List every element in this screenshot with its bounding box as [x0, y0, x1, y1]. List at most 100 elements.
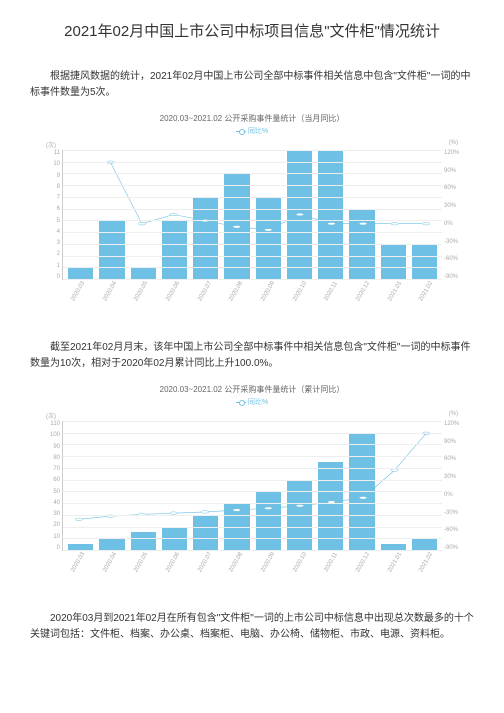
chart-2-title: 2020.03~2021.02 公开采购事件量统计（累计同比）: [30, 384, 474, 395]
bar: [131, 267, 156, 279]
chart-2-xaxis: 2020.032020.042020.052020.062020.072020.…: [62, 553, 442, 581]
y-tick: 0: [38, 274, 60, 280]
bar: [99, 220, 124, 279]
x-label: 2021.02: [416, 276, 456, 317]
grid-line: [63, 197, 442, 198]
paragraph-1: 根据捷风数据的统计，2021年02月中国上市公司全部中标事件相关信息中包含"文件…: [30, 69, 474, 101]
chart-1-legend: 同比%: [30, 126, 474, 136]
y-tick: 60%: [444, 185, 466, 191]
chart-2-yunit-left: (次): [46, 411, 56, 420]
grid-line: [63, 538, 442, 539]
chart-1-yaxis-right: 120%90%60%30%0%-30%-60%-90%: [444, 150, 466, 280]
paragraph-3: 2020年03月到2021年02月在所有包含"文件柜"一词的上市公司中标信息中出…: [30, 611, 474, 643]
y-tick: 11: [38, 150, 60, 156]
grid-line: [63, 491, 442, 492]
y-tick: 60: [38, 477, 60, 483]
legend-line-icon: [236, 131, 246, 132]
grid-line: [63, 209, 442, 210]
y-tick: 7: [38, 195, 60, 201]
x-label: 2020.06: [163, 547, 203, 588]
bar: [193, 515, 218, 550]
grid-line: [63, 173, 442, 174]
chart-1-area: (次) (%) 11109876543210 120%90%60%30%0%-3…: [38, 140, 466, 310]
bar: [131, 532, 156, 550]
y-tick: -30%: [444, 239, 466, 245]
bar: [287, 150, 312, 279]
y-tick: 9: [38, 173, 60, 179]
y-tick: 6: [38, 206, 60, 212]
y-tick: 10: [38, 534, 60, 540]
y-tick: 70: [38, 466, 60, 472]
chart-1-plot: [62, 150, 442, 280]
y-tick: 100: [38, 432, 60, 438]
chart-1-bars: [63, 150, 442, 279]
y-tick: 120%: [444, 150, 466, 156]
bar: [318, 462, 343, 550]
bar: [412, 244, 437, 279]
y-tick: 8: [38, 184, 60, 190]
y-tick: 5: [38, 218, 60, 224]
grid-line: [63, 468, 442, 469]
grid-line: [63, 244, 442, 245]
x-label: 2020.12: [353, 276, 393, 317]
x-label: 2020.09: [258, 276, 298, 317]
page-title: 2021年02月中国上市公司中标项目信息"文件柜"情况统计: [30, 20, 474, 41]
grid-line: [63, 150, 442, 151]
y-tick: 50: [38, 489, 60, 495]
y-tick: 3: [38, 240, 60, 246]
chart-1: 2020.03~2021.02 公开采购事件量统计（当月同比） 同比% (次) …: [30, 113, 474, 310]
y-tick: 0%: [444, 221, 466, 227]
grid-line: [63, 515, 442, 516]
y-tick: 110: [38, 421, 60, 427]
chart-2-legend: 同比%: [30, 397, 474, 407]
x-label: 2020.03: [68, 547, 108, 588]
chart-2: 2020.03~2021.02 公开采购事件量统计（累计同比） 同比% (次) …: [30, 384, 474, 581]
grid-line: [63, 232, 442, 233]
y-tick: 90: [38, 444, 60, 450]
bar: [318, 150, 343, 279]
y-tick: 30%: [444, 474, 466, 480]
y-tick: 2: [38, 251, 60, 257]
bar: [99, 538, 124, 550]
x-label: 2020.12: [353, 547, 393, 588]
chart-2-bars: [63, 421, 442, 550]
bar: [162, 220, 187, 279]
bar: [256, 491, 281, 550]
bar: [68, 267, 93, 279]
chart-2-yunit-right: (%): [449, 411, 458, 417]
y-tick: 30: [38, 511, 60, 517]
y-tick: 20: [38, 522, 60, 528]
bar: [381, 244, 406, 279]
x-label: 2020.06: [163, 276, 203, 317]
y-tick: 1: [38, 263, 60, 269]
chart-2-yaxis-right: 120%90%60%30%0%-30%-60%-90%: [444, 421, 466, 551]
chart-1-yaxis-left: 11109876543210: [38, 150, 60, 280]
grid-line: [63, 433, 442, 434]
grid-line: [63, 162, 442, 163]
grid-line: [63, 527, 442, 528]
chart-1-legend-label: 同比%: [248, 128, 268, 135]
grid-line: [63, 256, 442, 257]
grid-line: [63, 444, 442, 445]
chart-2-yaxis-left: 1101009080706050403020100: [38, 421, 60, 551]
grid-line: [63, 185, 442, 186]
y-tick: -30%: [444, 510, 466, 516]
y-tick: 4: [38, 229, 60, 235]
x-label: 2020.03: [68, 276, 108, 317]
bar: [224, 173, 249, 279]
y-tick: -90%: [444, 545, 466, 551]
y-tick: 30%: [444, 203, 466, 209]
chart-1-xaxis: 2020.032020.042020.052020.062020.072020.…: [62, 282, 442, 310]
grid-line: [63, 503, 442, 504]
paragraph-2: 截至2021年02月月末，该年中国上市公司全部中标事件中相关信息包含"文件柜"一…: [30, 340, 474, 372]
grid-line: [63, 480, 442, 481]
y-tick: 90%: [444, 168, 466, 174]
y-tick: 0: [38, 545, 60, 551]
grid-line: [63, 456, 442, 457]
grid-line: [63, 267, 442, 268]
chart-1-yunit-right: (%): [449, 140, 458, 146]
y-tick: 40: [38, 500, 60, 506]
chart-1-yunit-left: (次): [46, 140, 56, 149]
chart-1-title: 2020.03~2021.02 公开采购事件量统计（当月同比）: [30, 113, 474, 124]
grid-line: [63, 421, 442, 422]
